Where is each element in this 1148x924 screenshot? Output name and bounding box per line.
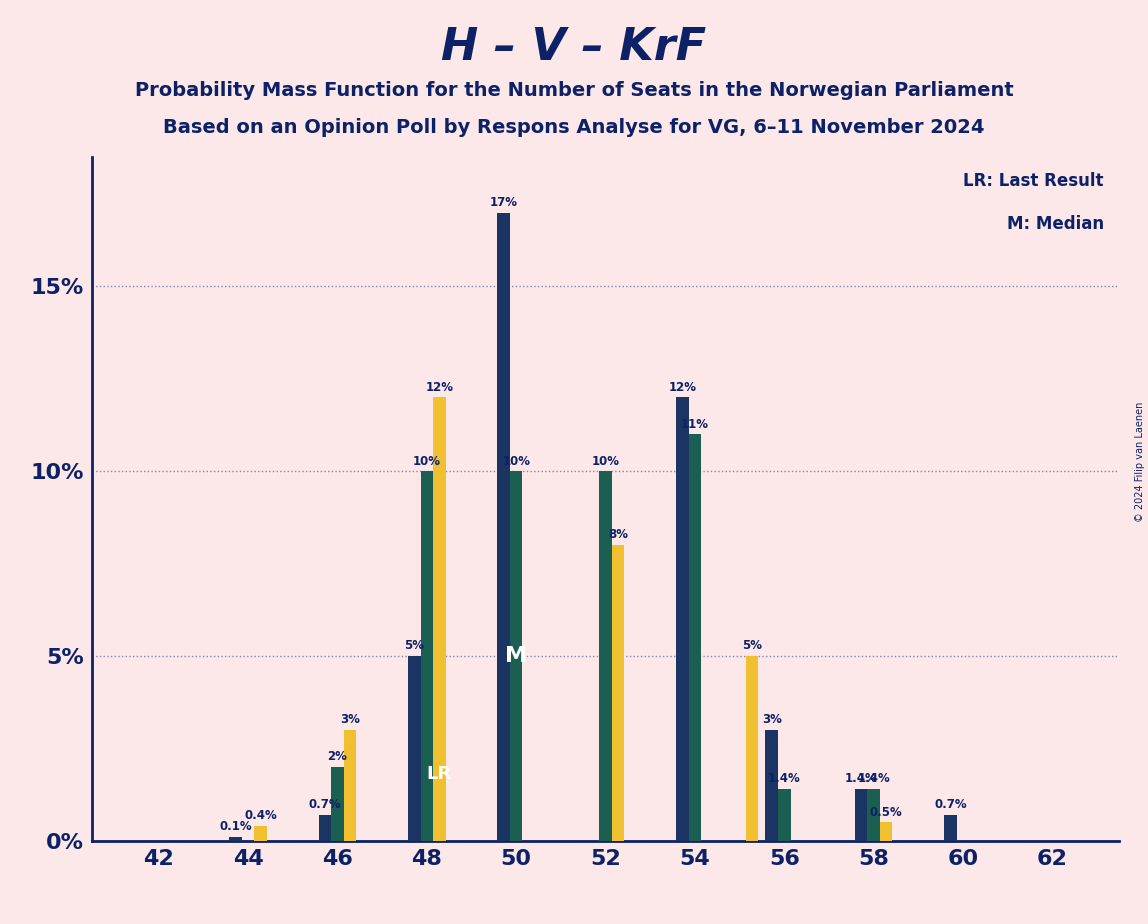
Bar — [612, 545, 625, 841]
Bar — [409, 656, 420, 841]
Text: 17%: 17% — [490, 196, 518, 209]
Bar — [420, 471, 433, 841]
Bar — [746, 656, 759, 841]
Bar — [676, 397, 689, 841]
Text: 3%: 3% — [340, 713, 360, 726]
Text: 10%: 10% — [502, 455, 530, 468]
Text: 10%: 10% — [413, 455, 441, 468]
Bar — [766, 730, 778, 841]
Text: Based on an Opinion Poll by Respons Analyse for VG, 6–11 November 2024: Based on an Opinion Poll by Respons Anal… — [163, 118, 985, 138]
Bar — [778, 789, 791, 841]
Text: 5%: 5% — [742, 639, 762, 652]
Text: Probability Mass Function for the Number of Seats in the Norwegian Parliament: Probability Mass Function for the Number… — [134, 81, 1014, 101]
Bar — [332, 767, 343, 841]
Text: 12%: 12% — [668, 381, 697, 394]
Bar — [343, 730, 356, 841]
Bar — [689, 434, 701, 841]
Text: 1.4%: 1.4% — [768, 772, 800, 785]
Bar — [319, 815, 332, 841]
Text: 1.4%: 1.4% — [858, 772, 890, 785]
Bar — [868, 789, 879, 841]
Text: LR: LR — [427, 765, 452, 784]
Bar — [855, 789, 868, 841]
Text: 0.7%: 0.7% — [309, 798, 341, 811]
Text: 10%: 10% — [591, 455, 620, 468]
Text: 2%: 2% — [327, 750, 348, 763]
Text: 5%: 5% — [404, 639, 425, 652]
Text: © 2024 Filip van Laenen: © 2024 Filip van Laenen — [1134, 402, 1145, 522]
Bar — [433, 397, 445, 841]
Bar — [230, 837, 242, 841]
Text: 0.5%: 0.5% — [870, 806, 902, 819]
Text: LR: Last Result: LR: Last Result — [963, 172, 1104, 190]
Text: 8%: 8% — [608, 529, 628, 541]
Text: 11%: 11% — [681, 418, 709, 431]
Text: M: M — [505, 646, 527, 666]
Text: 12%: 12% — [426, 381, 453, 394]
Text: H – V – KrF: H – V – KrF — [442, 26, 706, 69]
Bar — [255, 826, 267, 841]
Text: 0.4%: 0.4% — [245, 809, 277, 822]
Text: 1.4%: 1.4% — [845, 772, 877, 785]
Bar — [879, 822, 892, 841]
Text: 3%: 3% — [762, 713, 782, 726]
Bar — [497, 213, 510, 841]
Text: 0.1%: 0.1% — [219, 821, 253, 833]
Bar — [510, 471, 522, 841]
Text: M: Median: M: Median — [1007, 214, 1104, 233]
Bar — [944, 815, 956, 841]
Text: 0.7%: 0.7% — [934, 798, 967, 811]
Bar — [599, 471, 612, 841]
